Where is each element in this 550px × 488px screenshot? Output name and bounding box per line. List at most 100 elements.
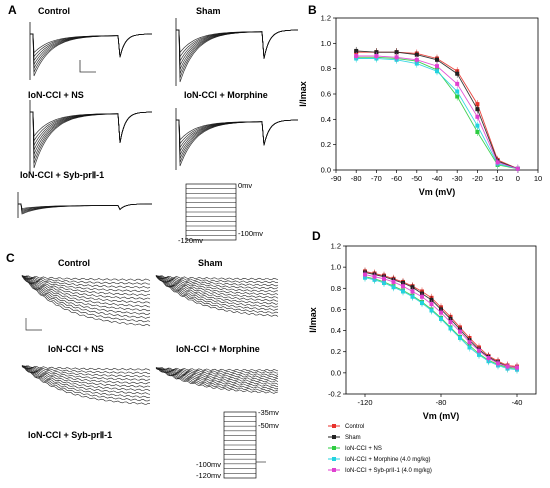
current-trace xyxy=(21,275,151,304)
current-trace xyxy=(30,33,152,62)
current-trace xyxy=(22,275,150,285)
legend: Control Sham IoN-CCI + NS IoN-CCI + Morphin… xyxy=(328,424,432,474)
data-point xyxy=(382,281,386,285)
y-tick-label: 0.4 xyxy=(331,326,341,335)
data-point xyxy=(475,102,480,107)
y-tick-label: -0.2 xyxy=(328,390,341,399)
data-point xyxy=(410,294,415,299)
current-trace xyxy=(21,276,151,312)
data-point xyxy=(477,348,481,353)
x-tick-label: -40 xyxy=(512,398,523,407)
a-label-ion-morphine: IoN-CCI + Morphine xyxy=(184,90,268,100)
current-trace xyxy=(21,365,151,378)
data-point xyxy=(363,272,367,277)
current-trace xyxy=(21,365,151,405)
y-tick-label: 0.6 xyxy=(331,305,341,314)
x-tick-label: -60 xyxy=(391,174,402,183)
current-trace xyxy=(21,366,151,395)
data-point xyxy=(394,55,399,60)
x-tick-label: -30 xyxy=(452,174,463,183)
current-trace xyxy=(176,29,298,78)
current-trace xyxy=(30,111,152,160)
data-point xyxy=(455,71,460,76)
y-tick-label: 0.8 xyxy=(321,64,331,73)
data-point xyxy=(354,48,359,53)
c-label-ion-morphine: IoN-CCI + Morphine xyxy=(176,344,260,354)
y-axis-label: I/Imax xyxy=(298,81,308,107)
legend-marker xyxy=(332,468,336,472)
data-point xyxy=(448,320,453,325)
x-tick-label: -80 xyxy=(436,398,447,407)
legend-marker xyxy=(332,424,336,428)
current-trace xyxy=(21,276,151,308)
current-trace xyxy=(176,29,298,59)
current-trace xyxy=(155,367,279,378)
data-point xyxy=(391,285,396,290)
y-axis-label: I/Imax xyxy=(308,307,318,333)
data-point xyxy=(420,294,424,299)
c-label-ion-ns: IoN-CCI + NS xyxy=(48,344,104,354)
data-point xyxy=(455,94,460,99)
x-axis-label: Vm (mV) xyxy=(419,187,456,197)
c-label-control: Control xyxy=(58,258,90,268)
current-trace xyxy=(21,275,151,323)
data-point xyxy=(458,335,462,340)
x-tick-label: -40 xyxy=(432,174,443,183)
data-point xyxy=(467,345,472,350)
x-tick-label: -120 xyxy=(357,398,372,407)
current-trace xyxy=(21,274,151,300)
current-trace xyxy=(176,119,298,159)
current-trace xyxy=(21,275,151,319)
data-point xyxy=(391,279,396,284)
data-point xyxy=(515,365,519,370)
y-tick-label: 0.6 xyxy=(321,90,331,99)
current-trace xyxy=(155,368,279,392)
current-trace xyxy=(21,366,151,402)
y-tick-label: 0.4 xyxy=(321,115,331,124)
current-trace xyxy=(176,29,298,59)
data-point xyxy=(475,107,480,112)
current-trace xyxy=(155,276,279,302)
current-trace xyxy=(21,365,151,385)
legend-marker xyxy=(332,457,336,461)
y-tick-label: 0.0 xyxy=(321,166,331,175)
legend-label: Control xyxy=(345,424,364,430)
data-point xyxy=(475,114,480,119)
panel-label-d: D xyxy=(312,229,321,243)
current-trace xyxy=(155,275,279,287)
a-label-control: Control xyxy=(38,6,70,16)
protocol-c-bottom: -120mv xyxy=(196,471,221,480)
data-point xyxy=(467,340,472,345)
current-trace xyxy=(30,33,152,58)
current-trace xyxy=(18,203,152,213)
data-point xyxy=(435,69,439,74)
current-trace xyxy=(155,367,279,385)
current-trace xyxy=(22,365,150,374)
y-tick-label: 0.0 xyxy=(331,368,341,377)
x-tick-label: 10 xyxy=(534,174,542,183)
current-trace xyxy=(156,275,279,284)
current-trace xyxy=(155,275,279,290)
current-trace xyxy=(21,275,151,293)
data-point xyxy=(439,310,443,315)
protocol-c-second: -50mv xyxy=(258,421,279,430)
a-label-sham: Sham xyxy=(196,6,221,16)
y-tick-label: 0.2 xyxy=(321,140,331,149)
data-point xyxy=(429,297,434,302)
current-trace xyxy=(155,276,279,305)
data-point xyxy=(429,308,434,313)
data-point xyxy=(420,301,424,306)
legend-label: Sham xyxy=(345,435,361,441)
current-trace xyxy=(155,275,279,317)
panel-c-protocol: -35mv -50mv -100mv -120mv xyxy=(196,408,279,480)
current-trace xyxy=(176,29,298,74)
current-trace xyxy=(155,275,279,311)
current-trace xyxy=(30,33,152,77)
a-label-ion-ns: IoN-CCI + NS xyxy=(28,90,84,100)
data-point xyxy=(414,57,419,62)
protocol-a-top: 0mv xyxy=(238,181,252,190)
legend-marker xyxy=(332,446,336,450)
data-point xyxy=(410,285,415,290)
legend-label: IoN-CCI + NS xyxy=(345,446,382,452)
